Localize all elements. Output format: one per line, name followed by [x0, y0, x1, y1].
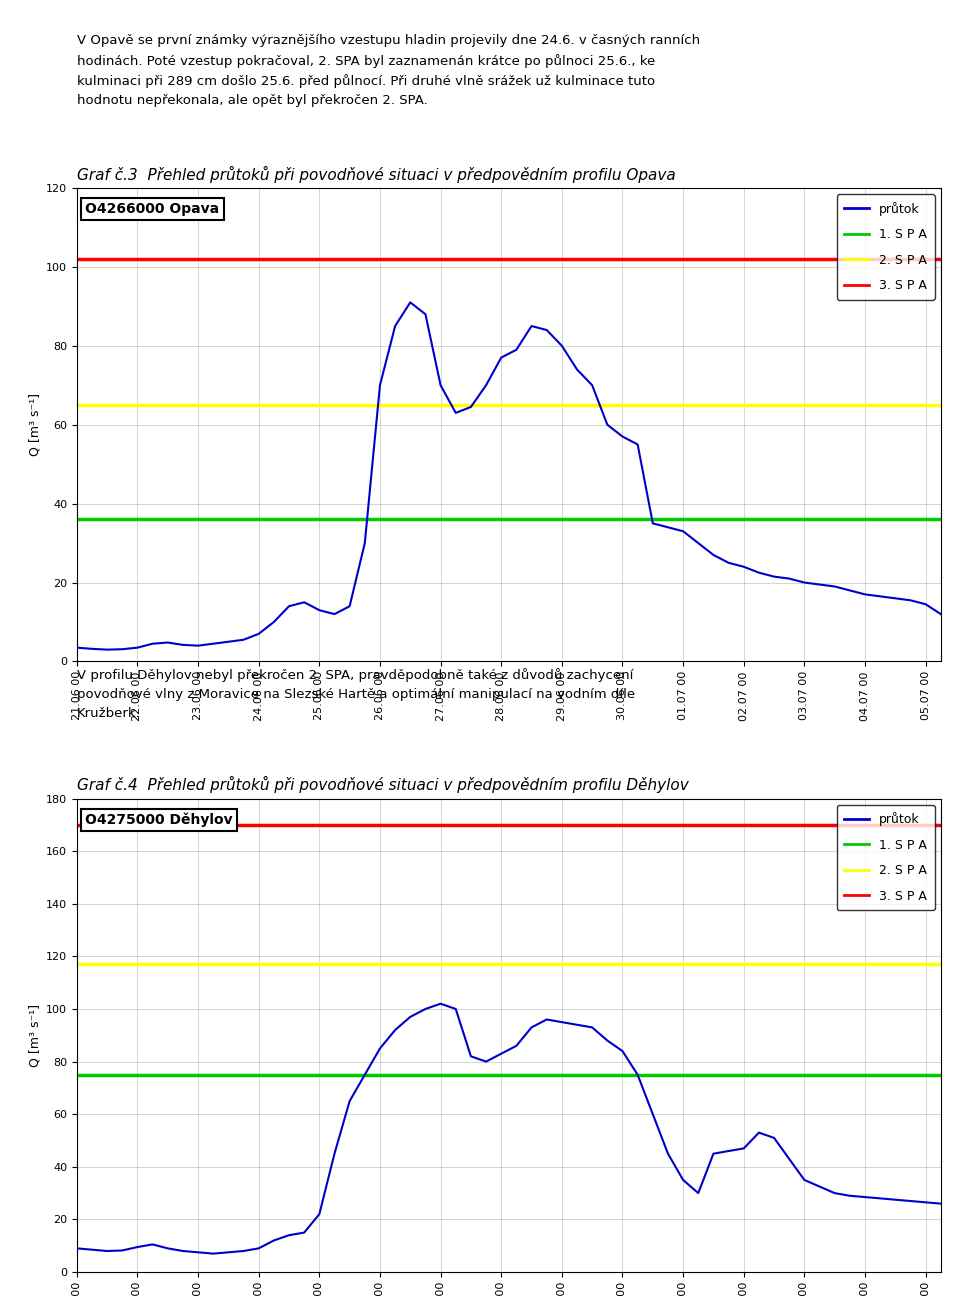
- Y-axis label: Q [m³ s⁻¹]: Q [m³ s⁻¹]: [29, 393, 42, 456]
- Text: Graf č.3  Přehled průtoků při povodňové situaci v předpovědním profilu Opava: Graf č.3 Přehled průtoků při povodňové s…: [77, 166, 676, 183]
- Text: Graf č.4  Přehled průtoků při povodňové situaci v předpovědním profilu Děhylov: Graf č.4 Přehled průtoků při povodňové s…: [77, 776, 688, 793]
- Text: V Opavě se první známky výraznějšího vzestupu hladin projevily dne 24.6. v časný: V Opavě se první známky výraznějšího vze…: [77, 34, 700, 108]
- Text: O4275000 Děhylov: O4275000 Děhylov: [85, 813, 233, 827]
- Text: O4266000 Opava: O4266000 Opava: [85, 202, 220, 217]
- Text: V profilu Děhylov nebyl překročen 2. SPA, pravděpodobně také z důvodů zachycení
: V profilu Děhylov nebyl překročen 2. SPA…: [77, 668, 635, 720]
- Y-axis label: Q [m³ s⁻¹]: Q [m³ s⁻¹]: [29, 1003, 42, 1067]
- Legend: průtok, 1. S P A, 2. S P A, 3. S P A: průtok, 1. S P A, 2. S P A, 3. S P A: [837, 195, 934, 300]
- Legend: průtok, 1. S P A, 2. S P A, 3. S P A: průtok, 1. S P A, 2. S P A, 3. S P A: [837, 805, 934, 910]
